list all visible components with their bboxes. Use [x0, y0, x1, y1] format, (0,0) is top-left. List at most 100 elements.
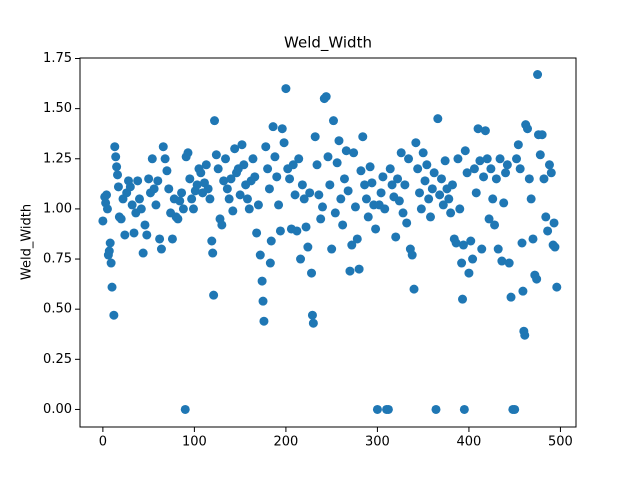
point — [466, 236, 476, 246]
point — [268, 122, 278, 132]
point — [398, 208, 408, 218]
point — [528, 234, 538, 244]
point — [427, 184, 437, 194]
point — [303, 242, 313, 252]
point — [532, 274, 542, 284]
point — [144, 174, 154, 184]
point — [422, 160, 432, 170]
y-tick-label: 1.25 — [43, 151, 72, 166]
point — [323, 152, 333, 162]
point — [177, 188, 187, 198]
point — [162, 166, 172, 176]
point — [219, 176, 229, 186]
point — [413, 164, 423, 174]
point — [480, 126, 490, 136]
point — [155, 234, 165, 244]
point — [209, 290, 219, 300]
point — [188, 204, 198, 214]
point — [367, 178, 377, 188]
point — [550, 242, 560, 252]
point — [266, 236, 276, 246]
point — [475, 156, 485, 166]
point — [160, 154, 170, 164]
x-tick-label: 100 — [182, 435, 207, 450]
point — [484, 214, 494, 224]
point — [363, 212, 373, 222]
point — [371, 224, 381, 234]
point — [471, 188, 481, 198]
y-tick-label: 1.50 — [43, 101, 72, 116]
point — [112, 162, 122, 172]
point — [464, 268, 474, 278]
point — [513, 140, 523, 150]
point — [349, 148, 359, 158]
point — [506, 292, 516, 302]
point — [321, 92, 331, 102]
point — [457, 258, 467, 268]
point — [502, 160, 512, 170]
point — [491, 174, 501, 184]
point — [307, 268, 317, 278]
point — [533, 70, 543, 80]
point — [136, 204, 146, 214]
point — [376, 188, 386, 198]
point — [518, 286, 528, 296]
point — [113, 170, 123, 180]
point — [149, 184, 159, 194]
point — [497, 256, 507, 266]
point — [133, 176, 143, 186]
point — [402, 218, 412, 228]
point — [330, 208, 340, 218]
point — [173, 214, 183, 224]
point — [111, 152, 121, 162]
point — [307, 310, 317, 320]
point — [407, 250, 417, 260]
plot-frame — [79, 57, 577, 428]
point — [517, 238, 527, 248]
point — [116, 214, 126, 224]
point — [391, 232, 401, 242]
point — [469, 164, 479, 174]
point — [235, 190, 245, 200]
point — [455, 204, 465, 214]
point — [488, 194, 498, 204]
point — [354, 264, 364, 274]
point — [429, 168, 439, 178]
point — [205, 194, 215, 204]
point — [274, 200, 284, 210]
point — [129, 228, 139, 238]
point — [153, 176, 163, 186]
point — [210, 116, 220, 126]
point — [347, 240, 357, 250]
point — [201, 160, 211, 170]
point — [248, 154, 258, 164]
point — [396, 148, 406, 158]
point — [265, 258, 275, 268]
point — [120, 230, 130, 240]
point — [250, 172, 260, 182]
point — [244, 204, 254, 214]
x-tick-label: 200 — [273, 435, 298, 450]
point — [462, 168, 472, 178]
point — [263, 164, 273, 174]
point — [504, 258, 514, 268]
point — [105, 238, 115, 248]
point — [277, 124, 287, 134]
point — [327, 244, 337, 254]
point — [147, 154, 157, 164]
point — [296, 254, 306, 264]
point — [125, 182, 135, 192]
point — [418, 148, 428, 158]
point — [365, 162, 375, 172]
point — [404, 154, 414, 164]
point — [451, 238, 461, 248]
point — [252, 228, 262, 238]
point — [358, 132, 368, 142]
point — [196, 168, 206, 178]
point — [385, 164, 395, 174]
point — [211, 150, 221, 160]
point — [383, 404, 393, 414]
point — [380, 204, 390, 214]
y-tick-label: 1.00 — [43, 201, 72, 216]
